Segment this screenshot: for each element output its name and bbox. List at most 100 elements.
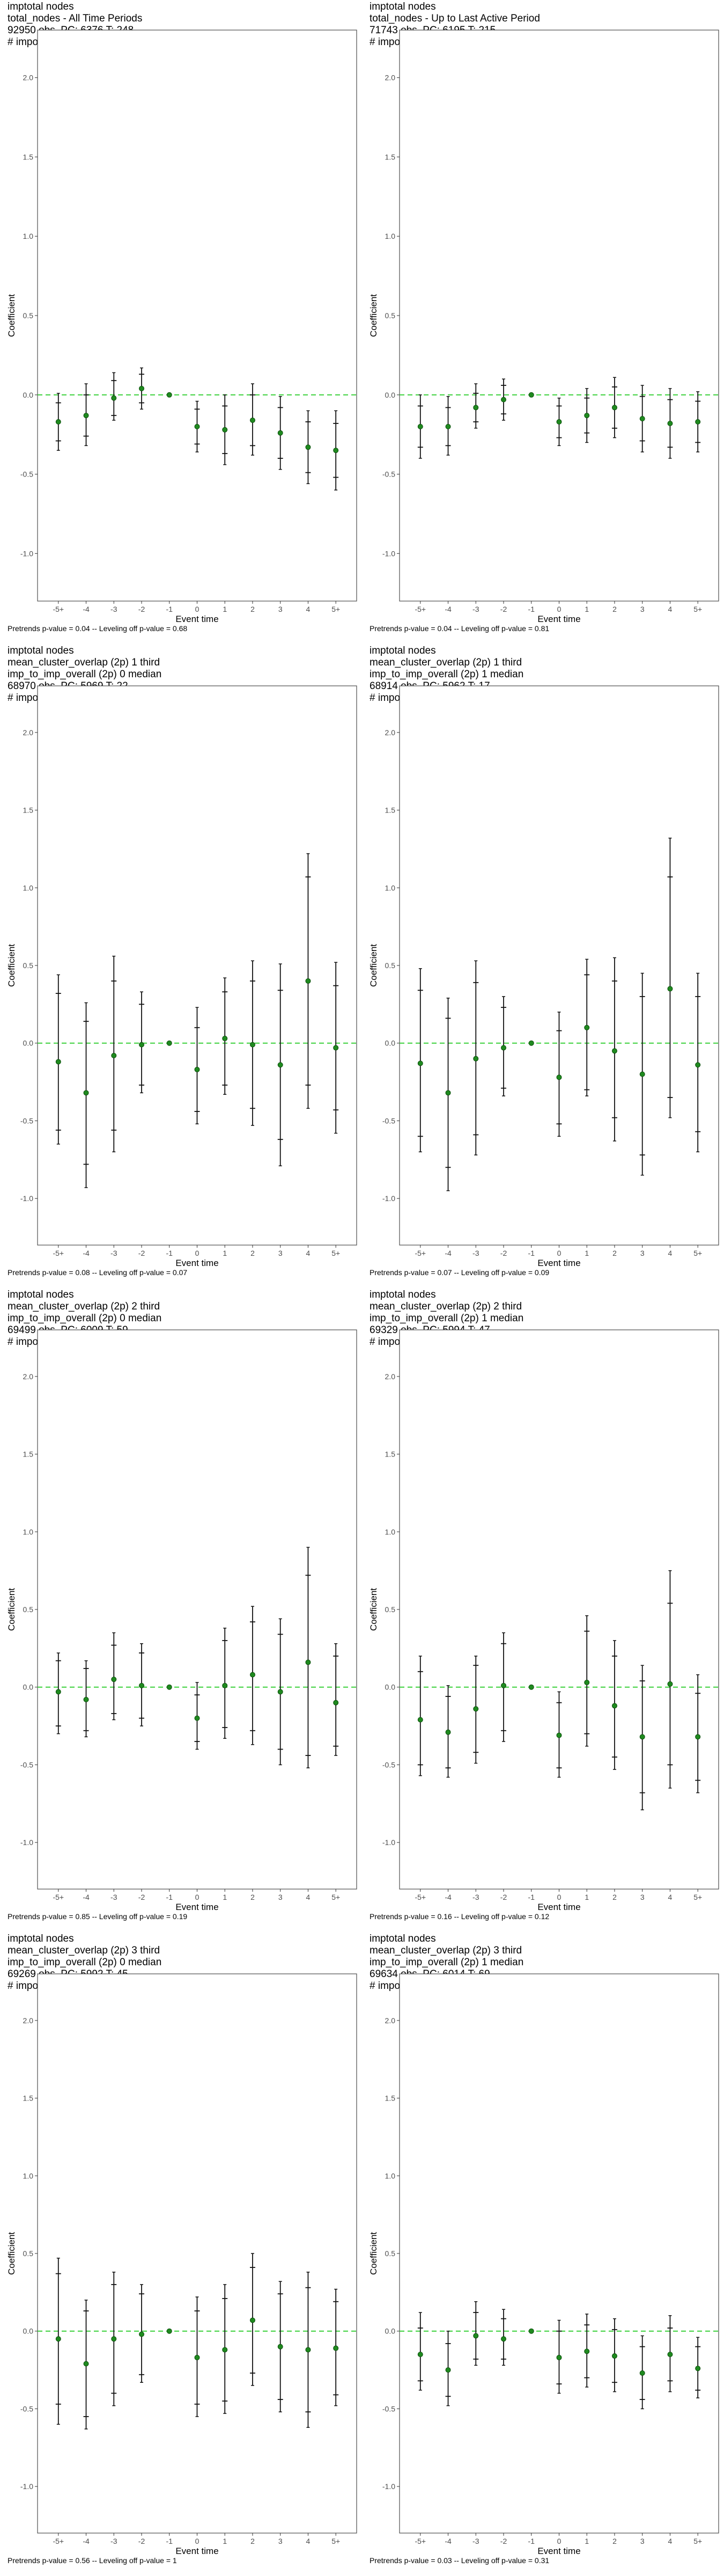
chart-title-line: imptotal nodes bbox=[370, 645, 436, 656]
y-tick-label: 1.5 bbox=[23, 152, 34, 161]
coefficient-point bbox=[222, 1036, 228, 1042]
x-tick-label: -5+ bbox=[415, 1893, 426, 1901]
coefficient-point bbox=[305, 444, 311, 450]
x-tick-label: -1 bbox=[528, 1249, 535, 1257]
x-tick-label: 0 bbox=[195, 1893, 200, 1901]
x-tick-label: -5+ bbox=[53, 605, 64, 613]
y-tick-label: -1.0 bbox=[20, 549, 33, 558]
coefficient-point bbox=[139, 2331, 145, 2337]
coefficient-point bbox=[222, 2347, 228, 2353]
plot-frame bbox=[37, 685, 357, 1246]
chart-svg: -1.0 -0.5 0.0 0.5 1.0 1.5 2.0 -5+ -4 -3 -2 -1 0 1 2 3 4 5… bbox=[382, 30, 719, 613]
chart-svg: -1.0 -0.5 0.0 0.5 1.0 1.5 2.0 -5+ -4 -3 -2 -1 0 1 2 3 4 5… bbox=[20, 685, 357, 1257]
coefficient-point bbox=[528, 1684, 534, 1690]
coefficient-point bbox=[639, 1071, 645, 1077]
x-tick-label: -3 bbox=[110, 605, 117, 613]
x-tick-label: -3 bbox=[472, 2537, 479, 2545]
coefficient-point bbox=[667, 420, 673, 426]
y-tick-label: 0.5 bbox=[23, 961, 34, 970]
x-tick-label: 0 bbox=[195, 605, 200, 613]
chart-title-line: mean_cluster_overlap (2p) 1 third bbox=[370, 657, 522, 668]
coefficient-point bbox=[445, 2367, 451, 2373]
x-tick-label: -5+ bbox=[415, 605, 426, 613]
x-tick-label: -5+ bbox=[53, 1893, 64, 1901]
coefficient-point bbox=[166, 392, 172, 398]
x-tick-label: 1 bbox=[585, 1893, 589, 1901]
x-tick-label: -2 bbox=[500, 2537, 507, 2545]
y-tick-label: 0.5 bbox=[385, 2249, 396, 2258]
x-tick-label: -1 bbox=[528, 1893, 535, 1901]
coefficient-point bbox=[249, 1672, 255, 1678]
x-tick-label: 3 bbox=[640, 1893, 645, 1901]
chart-title-line: mean_cluster_overlap (2p) 2 third bbox=[370, 1301, 522, 1312]
x-tick-label: 1 bbox=[223, 605, 227, 613]
x-tick-label: 4 bbox=[306, 1893, 311, 1901]
x-tick-label: 2 bbox=[612, 605, 617, 613]
chart-title-line: imp_to_imp_overall (2p) 0 median bbox=[8, 1313, 162, 1324]
x-tick-label: 2 bbox=[612, 1893, 617, 1901]
coefficient-point bbox=[584, 413, 590, 419]
x-tick-label: 2 bbox=[250, 1249, 255, 1257]
x-tick-label: 2 bbox=[250, 605, 255, 613]
coefficient-point bbox=[111, 1677, 117, 1682]
plot-frame bbox=[399, 1329, 719, 1890]
x-tick-label: -1 bbox=[528, 2537, 535, 2545]
y-tick-label: -0.5 bbox=[382, 2404, 395, 2413]
plot-frame bbox=[37, 1973, 357, 2534]
y-tick-label: 2.0 bbox=[23, 728, 34, 737]
y-tick-label: 2.0 bbox=[385, 2016, 396, 2025]
x-tick-label: 3 bbox=[640, 2537, 645, 2545]
x-tick-label: -3 bbox=[110, 1249, 117, 1257]
coefficient-point bbox=[83, 1696, 89, 1702]
chart-svg: -1.0 -0.5 0.0 0.5 1.0 1.5 2.0 -5+ -4 -3 -2 -1 0 1 2 3 4 5… bbox=[382, 685, 719, 1257]
coefficient-point bbox=[417, 2352, 423, 2358]
footnote-pvalues: Pretrends p-value = 0.16 -- Leveling off… bbox=[370, 1912, 550, 1921]
x-tick-label: -1 bbox=[166, 2537, 173, 2545]
chart-title-line: imptotal nodes bbox=[370, 1, 436, 12]
coefficient-point bbox=[528, 392, 534, 398]
x-tick-label: -2 bbox=[138, 2537, 145, 2545]
x-axis-title: Event time bbox=[537, 1902, 581, 1912]
x-tick-label: -4 bbox=[83, 1249, 90, 1257]
chart-panel-5: imptotal nodes mean_cluster_overlap (2p) … bbox=[0, 1288, 362, 1932]
y-axis-title: Coefficient bbox=[6, 294, 17, 338]
y-tick-label: 2.0 bbox=[385, 1372, 396, 1381]
x-tick-label: 1 bbox=[585, 605, 589, 613]
x-tick-label: -3 bbox=[110, 2537, 117, 2545]
coefficient-point bbox=[194, 1066, 200, 1072]
y-tick-label: -1.0 bbox=[382, 2482, 395, 2491]
y-tick-label: 1.0 bbox=[385, 232, 396, 240]
coefficient-point bbox=[473, 1056, 479, 1062]
coefficient-point bbox=[528, 2328, 534, 2334]
coefficient-point bbox=[55, 1689, 61, 1695]
y-tick-label: 2.0 bbox=[23, 74, 34, 82]
x-axis-title: Event time bbox=[175, 614, 219, 624]
y-tick-label: -0.5 bbox=[20, 470, 33, 479]
coefficient-point bbox=[305, 1659, 311, 1665]
y-tick-label: 2.0 bbox=[385, 728, 396, 737]
coefficient-point bbox=[222, 427, 228, 433]
coefficient-point bbox=[556, 419, 562, 425]
coefficient-point bbox=[139, 385, 145, 391]
coefficient-point bbox=[166, 1040, 172, 1046]
x-tick-label: -4 bbox=[445, 605, 452, 613]
chart-title-line: imp_to_imp_overall (2p) 1 median bbox=[370, 1957, 524, 1968]
x-tick-label: 3 bbox=[278, 2537, 283, 2545]
coefficient-point bbox=[584, 1024, 590, 1030]
x-axis-title: Event time bbox=[537, 1258, 581, 1268]
y-tick-label: 0.0 bbox=[385, 1683, 396, 1692]
coefficient-point bbox=[667, 2352, 673, 2358]
coefficient-point bbox=[277, 1689, 283, 1695]
y-tick-label: 2.0 bbox=[23, 2016, 34, 2025]
x-axis-title: Event time bbox=[175, 2546, 219, 2556]
x-tick-label: 1 bbox=[585, 1249, 589, 1257]
coefficient-point bbox=[473, 2333, 479, 2339]
x-axis-title: Event time bbox=[537, 2546, 581, 2556]
coefficient-point bbox=[55, 2336, 61, 2342]
x-tick-label: 0 bbox=[195, 2537, 200, 2545]
x-tick-label: -3 bbox=[472, 1893, 479, 1901]
x-tick-label: 5+ bbox=[693, 2537, 702, 2545]
coefficient-point bbox=[111, 395, 117, 401]
coefficient-point bbox=[55, 419, 61, 425]
coefficient-point bbox=[249, 418, 255, 423]
